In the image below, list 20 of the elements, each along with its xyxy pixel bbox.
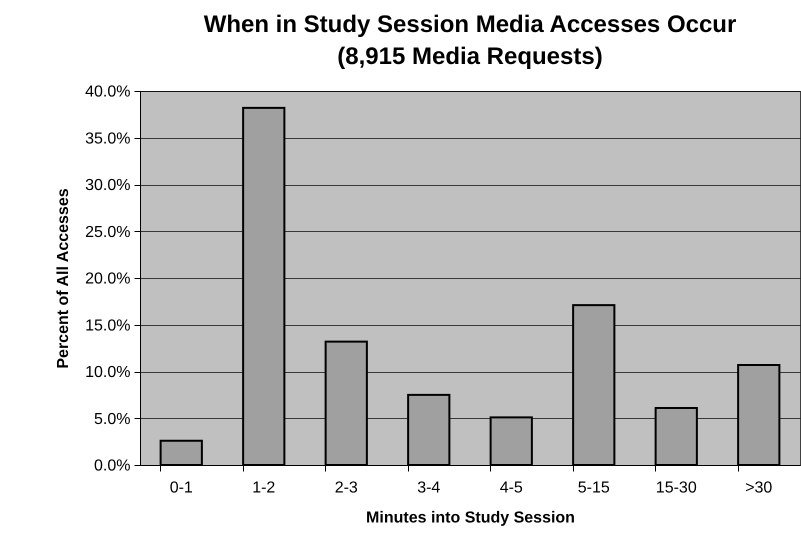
y-tick-label: 35.0% <box>85 130 130 148</box>
x-tick-label: 1-2 <box>252 480 276 496</box>
chart-title: When in Study Session Media Accesses Occur (8,915 Media Requests) <box>204 11 736 70</box>
y-tick-label: 15.0% <box>85 317 130 334</box>
x-tick-label: >30 <box>745 480 772 496</box>
y-tick-label: 40.0% <box>85 84 130 100</box>
x-tick-label: 4-5 <box>500 480 523 496</box>
x-tick-label: 15-30 <box>656 480 697 496</box>
y-tick-label: 5.0% <box>94 410 130 428</box>
y-tick-label: 20.0% <box>85 270 130 288</box>
x-axis-title: Minutes into Study Session <box>366 510 575 526</box>
y-tick-label: 30.0% <box>85 177 130 194</box>
x-tick-label: 5-15 <box>578 480 610 496</box>
y-tick-label: 0.0% <box>94 458 130 474</box>
x-tick-label: 3-4 <box>417 480 440 496</box>
x-tick-label: 0-1 <box>170 480 193 496</box>
x-tick-label: 2-3 <box>334 480 358 496</box>
y-tick-label: 10.0% <box>85 364 130 381</box>
y-axis-title: Percent of All Accesses <box>55 188 72 369</box>
y-tick-label: 25.0% <box>85 224 130 241</box>
